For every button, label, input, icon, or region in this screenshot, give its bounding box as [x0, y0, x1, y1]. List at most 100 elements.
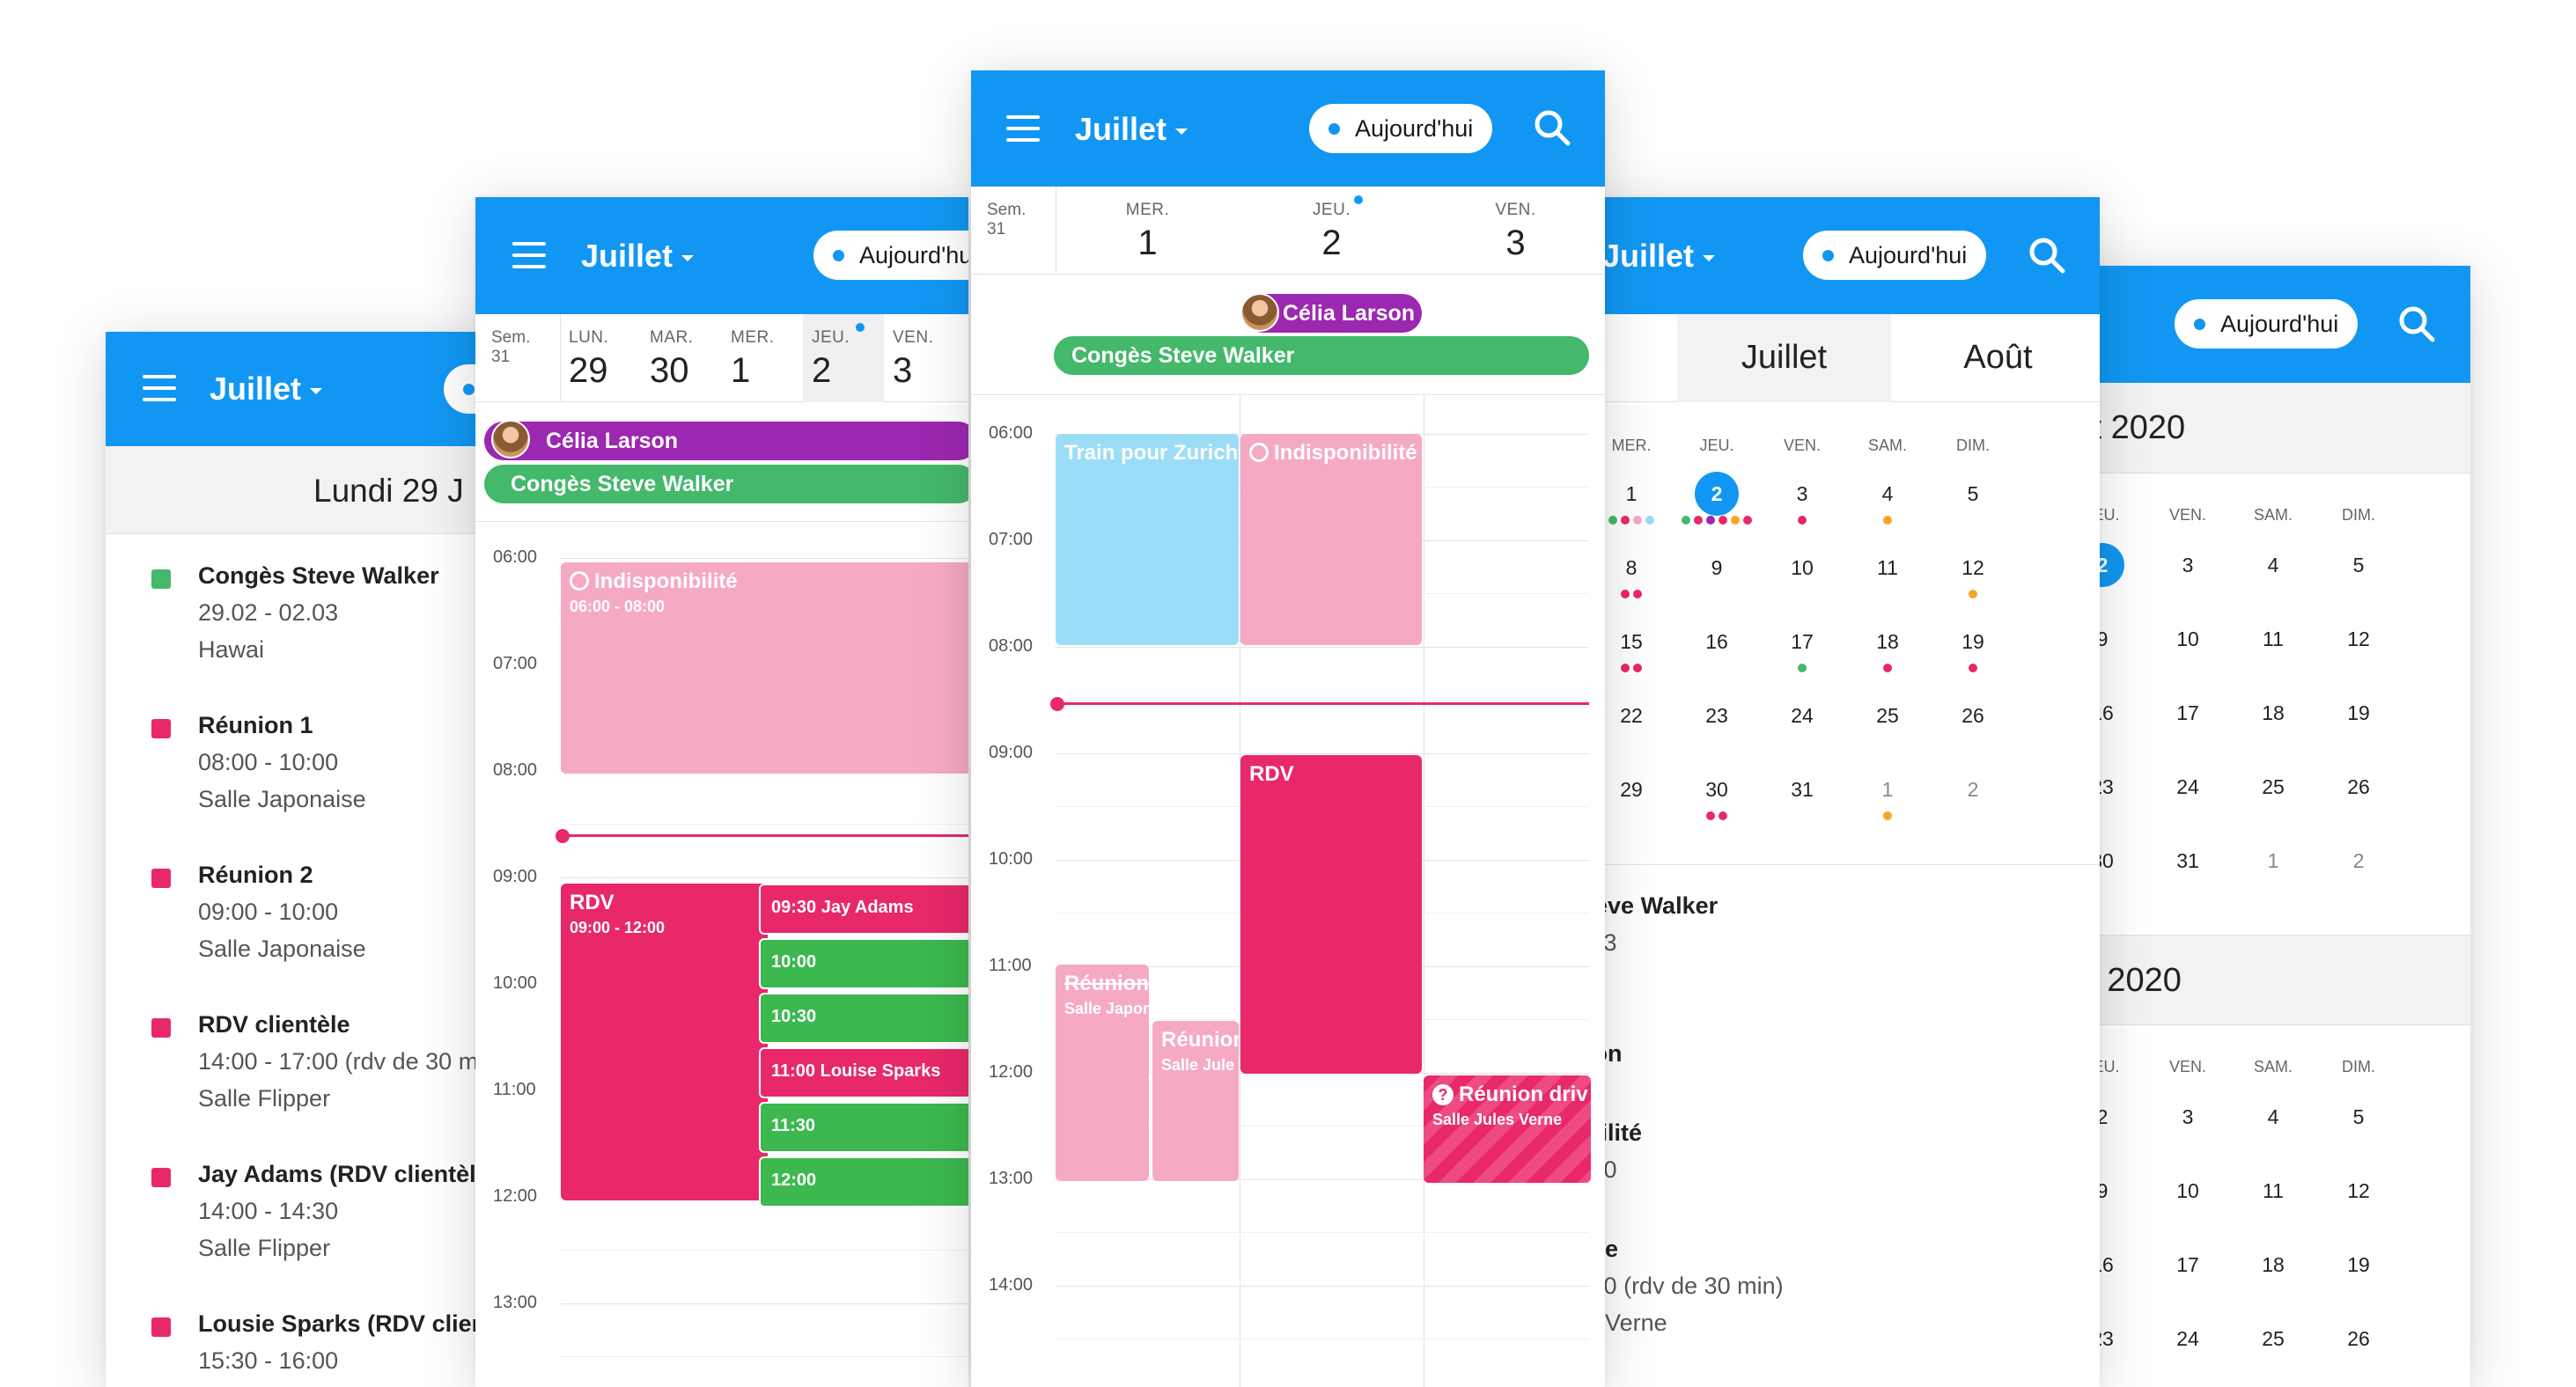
- day-cell[interactable]: 15: [1620, 630, 1643, 653]
- day-cell[interactable]: 12: [2347, 1179, 2370, 1202]
- day-cell[interactable]: 24: [1791, 704, 1814, 727]
- day-cell[interactable]: 19: [1961, 630, 1984, 653]
- day-cell[interactable]: 24: [2176, 1327, 2199, 1350]
- today-button[interactable]: Aujourd'hui: [1309, 104, 1493, 153]
- day-cell[interactable]: 5: [1967, 482, 1979, 505]
- month-selector[interactable]: Juillet: [1075, 110, 1189, 149]
- day-cell[interactable]: 23: [1705, 704, 1728, 727]
- event-title[interactable]: Réunion 2: [198, 862, 313, 888]
- day-cell[interactable]: 5: [2352, 554, 2365, 576]
- event-indisponibilite[interactable]: Indisponibilité 06:00 - 08:00: [561, 562, 968, 774]
- day-cell[interactable]: 3: [2182, 1105, 2194, 1128]
- tab-aout[interactable]: Août: [1963, 339, 2033, 376]
- day-cell[interactable]: 16: [1705, 630, 1728, 653]
- day-cell[interactable]: 1: [1625, 482, 1638, 505]
- day-cell[interactable]: 4: [2267, 1105, 2279, 1128]
- event-rdv[interactable]: RDV: [1240, 755, 1422, 1074]
- today-button[interactable]: Aujourd'hui: [2175, 299, 2359, 349]
- appointment-slot[interactable]: 10:00: [759, 938, 968, 989]
- day-cell[interactable]: 2: [1674, 472, 1759, 516]
- day-cell[interactable]: 31: [2176, 849, 2199, 872]
- day-number[interactable]: 3: [893, 351, 913, 390]
- day-cell[interactable]: 4: [2267, 554, 2279, 576]
- today-button[interactable]: Aujourd'hui: [1803, 231, 1987, 280]
- day-number[interactable]: 2: [812, 351, 832, 390]
- day-cell[interactable]: 17: [2176, 1253, 2199, 1276]
- day-cell[interactable]: 2: [1967, 778, 1979, 801]
- day-cell[interactable]: 30: [1705, 778, 1728, 801]
- day-cell[interactable]: 26: [2347, 775, 2370, 798]
- allday-event-conges[interactable]: Congès Steve Walker: [484, 465, 968, 503]
- hamburger-menu-icon[interactable]: [512, 242, 546, 268]
- day-cell[interactable]: 19: [2347, 1253, 2370, 1276]
- appointment-slot[interactable]: 12:00: [759, 1156, 968, 1207]
- event-reunion-drive[interactable]: ? Réunion driv Salle Jules Verne: [1424, 1075, 1591, 1183]
- search-icon[interactable]: [2396, 304, 2437, 344]
- day-cell[interactable]: 25: [2262, 1327, 2285, 1350]
- month-selector[interactable]: Juillet: [581, 237, 695, 275]
- month-selector[interactable]: Juillet: [210, 370, 323, 408]
- hamburger-menu-icon[interactable]: [143, 375, 176, 401]
- today-button[interactable]: Aujourd'hui: [813, 231, 968, 280]
- day-cell[interactable]: 5: [2352, 1105, 2365, 1128]
- day-cell[interactable]: 3: [2182, 554, 2194, 576]
- event-rdv[interactable]: RDV 09:00 - 12:00: [561, 884, 768, 1200]
- day-cell[interactable]: 17: [1791, 630, 1814, 653]
- day-number[interactable]: 29: [569, 351, 608, 390]
- day-cell[interactable]: 25: [2262, 775, 2285, 798]
- appointment-slot[interactable]: 11:00 Louise Sparks: [759, 1047, 968, 1098]
- day-cell[interactable]: 22: [1620, 704, 1643, 727]
- day-cell[interactable]: 18: [2262, 701, 2285, 724]
- day-cell[interactable]: 17: [2176, 701, 2199, 724]
- event-title[interactable]: Congès Steve Walker: [198, 562, 439, 589]
- day-cell[interactable]: 8: [1625, 556, 1638, 579]
- day-cell[interactable]: 1: [1881, 778, 1894, 801]
- month-selector[interactable]: Juillet: [1602, 237, 1716, 275]
- day-cell[interactable]: 2: [2352, 849, 2365, 872]
- day-cell[interactable]: 11: [1877, 556, 1898, 579]
- appointment-slot[interactable]: 11:30: [759, 1102, 968, 1153]
- appointment-slot[interactable]: 10:30: [759, 993, 968, 1044]
- day-cell[interactable]: 11: [2263, 627, 2284, 650]
- day-cell[interactable]: 25: [1876, 704, 1899, 727]
- day-cell[interactable]: 18: [2262, 1253, 2285, 1276]
- day-cell[interactable]: 11: [2263, 1179, 2284, 1202]
- day-cell[interactable]: 29: [1620, 778, 1643, 801]
- search-icon[interactable]: [1532, 107, 1572, 148]
- day-cell[interactable]: 3: [1796, 482, 1808, 505]
- hamburger-menu-icon[interactable]: [1006, 115, 1040, 142]
- event-title[interactable]: Lousie Sparks (RDV clien: [198, 1310, 487, 1337]
- search-icon[interactable]: [2027, 235, 2067, 275]
- appointment-slot[interactable]: 09:30 Jay Adams: [759, 884, 968, 935]
- day-cell[interactable]: 19: [2347, 701, 2370, 724]
- event-title[interactable]: RDV clientèle: [198, 1011, 350, 1038]
- day-cell[interactable]: 18: [1876, 630, 1899, 653]
- day-cell[interactable]: 12: [2347, 627, 2370, 650]
- event-reunion-2[interactable]: Réunion Salle Jule: [1152, 1021, 1239, 1181]
- tab-juillet[interactable]: Juillet: [1741, 339, 1828, 376]
- day-cell[interactable]: 10: [1791, 556, 1814, 579]
- today-indicator-dot: [856, 323, 865, 332]
- allday-event-conges[interactable]: Congès Steve Walker: [1054, 336, 1589, 375]
- day-cell[interactable]: 12: [1961, 556, 1984, 579]
- event-title[interactable]: Réunion 1: [198, 712, 313, 738]
- day-cell[interactable]: 4: [1881, 482, 1894, 505]
- day-cell[interactable]: 10: [2176, 627, 2199, 650]
- day-cell[interactable]: 31: [1791, 778, 1814, 801]
- day-cell[interactable]: 26: [2347, 1327, 2370, 1350]
- event-reunion-1[interactable]: Réunion Salle Japon: [1056, 965, 1149, 1181]
- event-train[interactable]: Train pour Zurich: [1056, 434, 1239, 645]
- day-cell[interactable]: 9: [1711, 556, 1723, 579]
- day-cell[interactable]: 26: [1961, 704, 1984, 727]
- day-number[interactable]: 2: [1321, 224, 1342, 262]
- day-number[interactable]: 1: [731, 351, 751, 390]
- allday-event-celia[interactable]: Célia Larson: [484, 422, 968, 460]
- event-indisponibilite[interactable]: Indisponibilité: [1240, 434, 1422, 645]
- day-cell[interactable]: 10: [2176, 1179, 2199, 1202]
- day-cell[interactable]: 24: [2176, 775, 2199, 798]
- day-number[interactable]: 1: [1137, 224, 1158, 262]
- day-number[interactable]: 3: [1505, 224, 1526, 262]
- day-number[interactable]: 30: [650, 351, 689, 390]
- event-title[interactable]: Jay Adams (RDV clientèle: [198, 1161, 489, 1187]
- day-cell[interactable]: 1: [2267, 849, 2279, 872]
